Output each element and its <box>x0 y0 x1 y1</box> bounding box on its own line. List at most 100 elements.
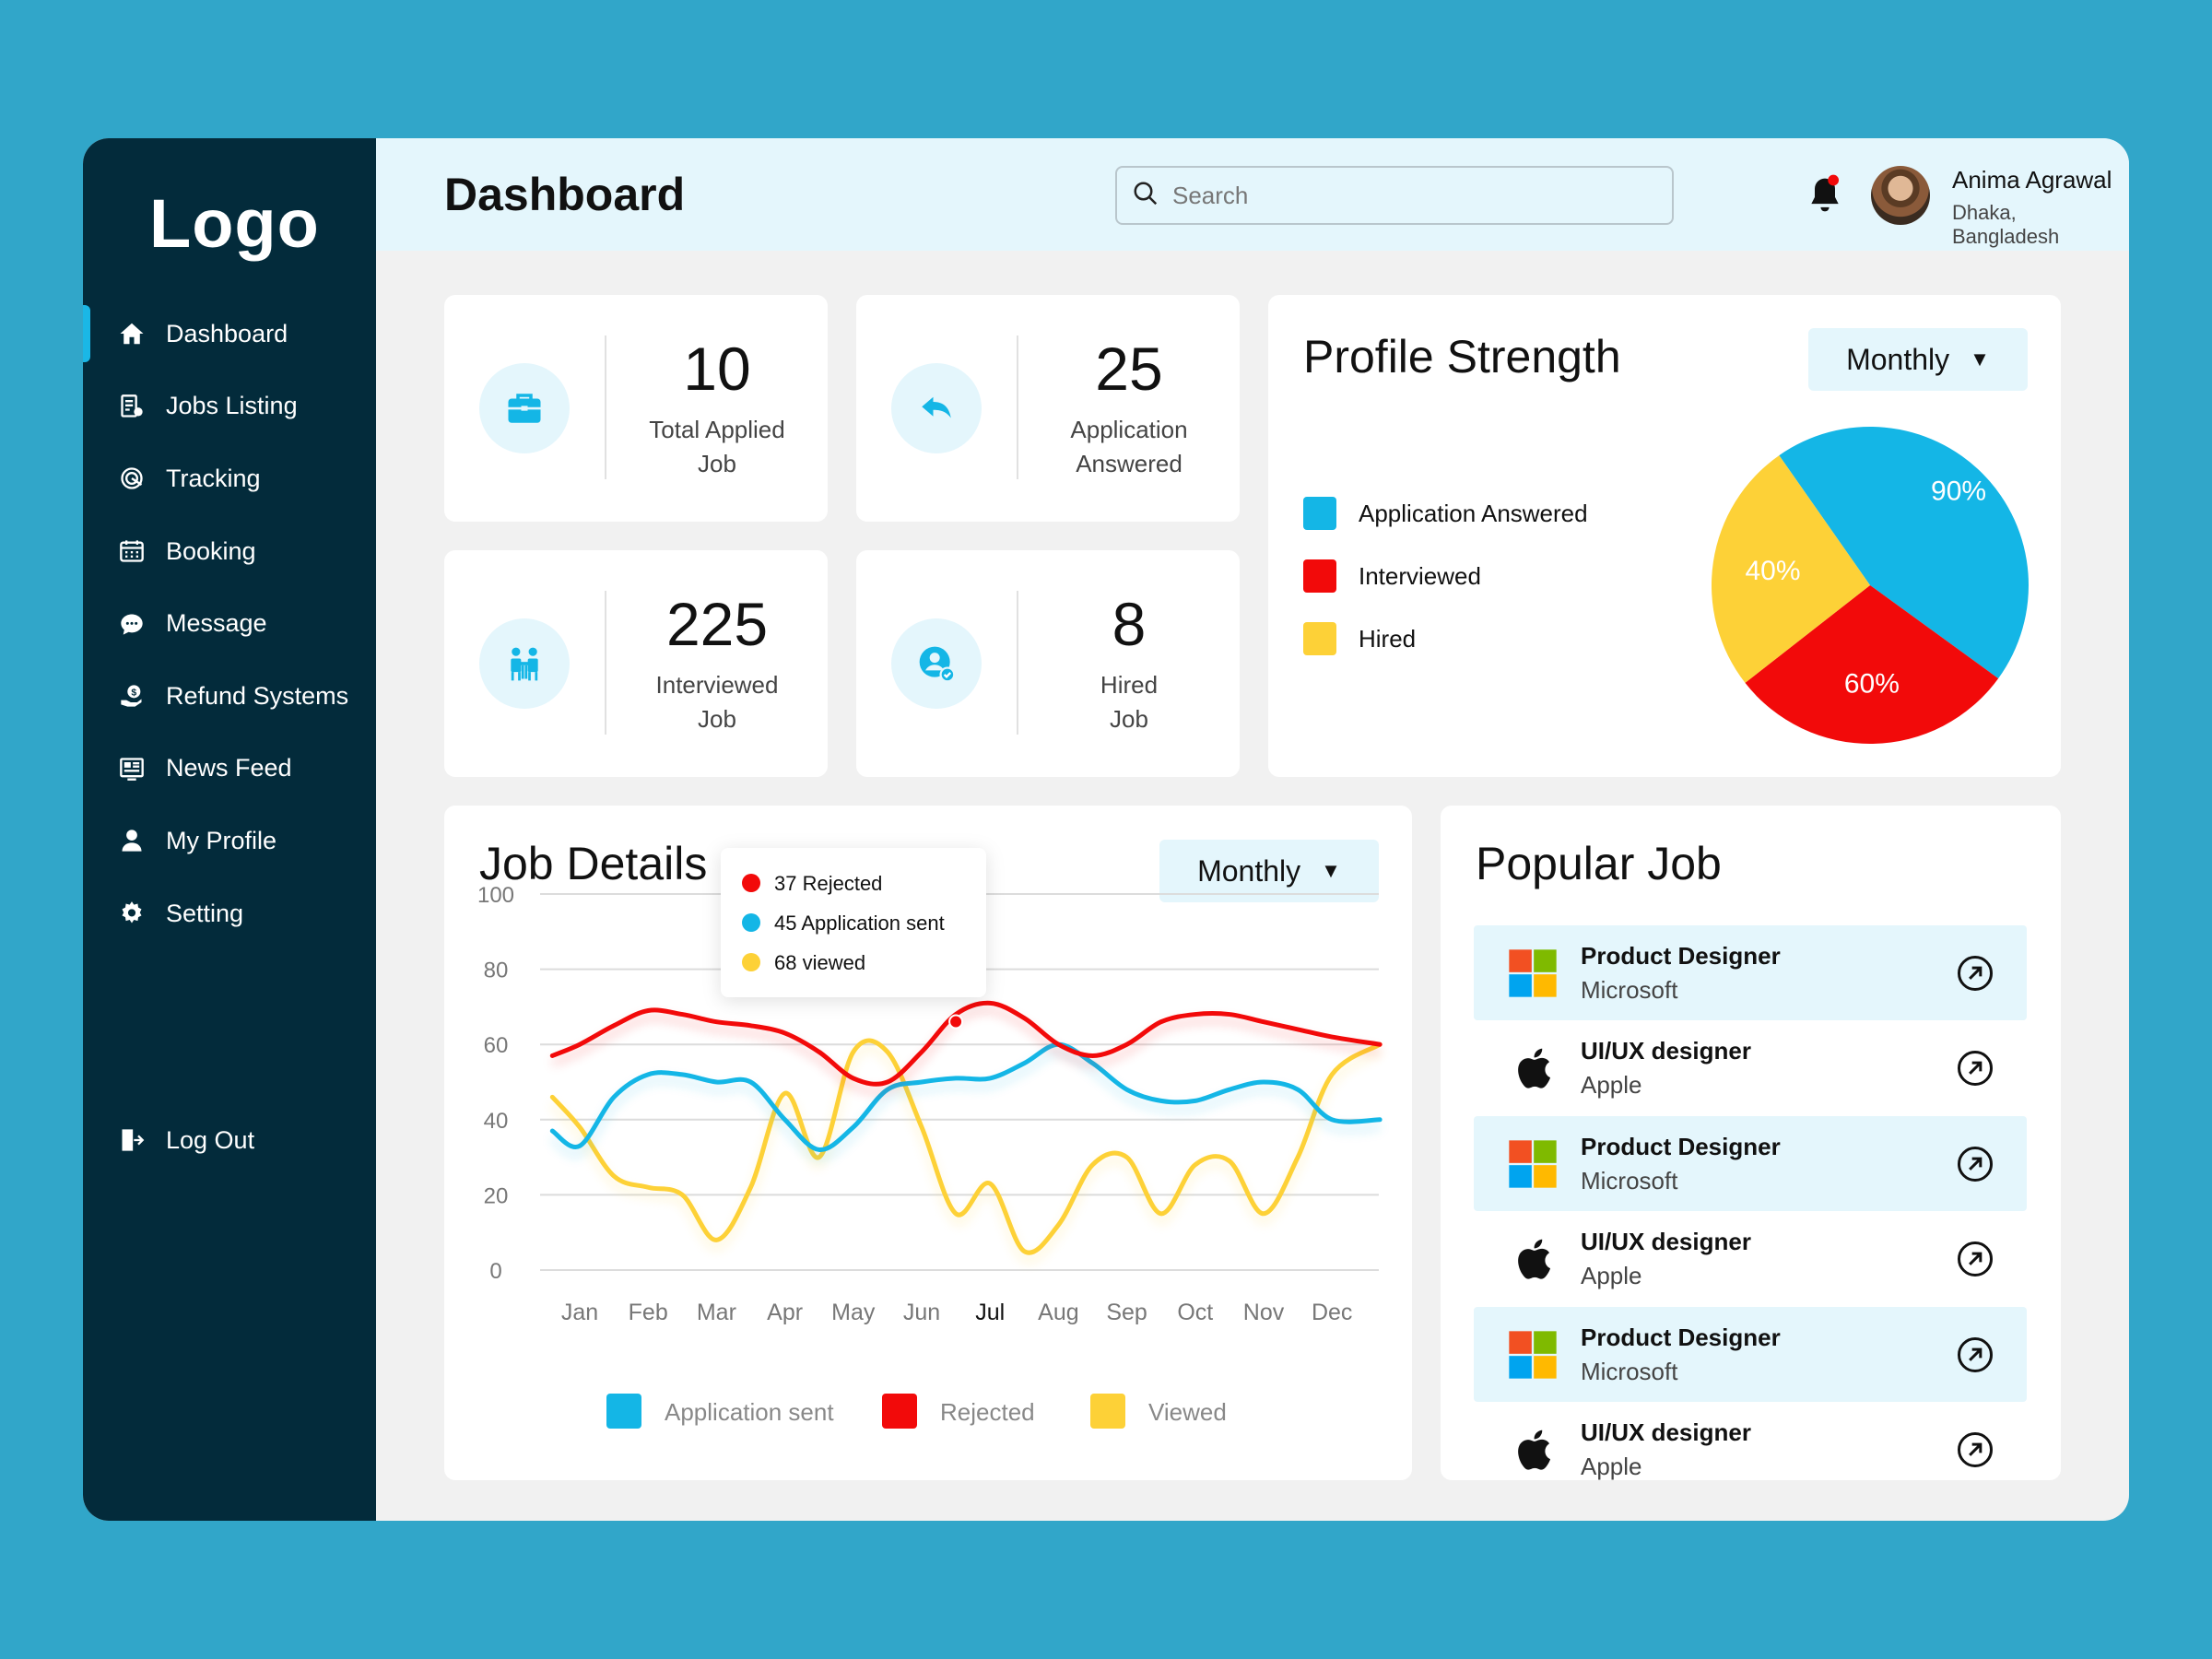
sidebar-item-message[interactable]: Message <box>83 587 376 660</box>
profile-strength-period-dropdown[interactable]: Monthly ▼ <box>1808 328 2028 391</box>
pie-slice-hired[interactable] <box>1712 455 1870 683</box>
highlight-point[interactable] <box>948 1014 964 1030</box>
legend-item-application-answered: Application Answered <box>1303 497 1588 530</box>
y-tick-label: 80 <box>484 959 509 983</box>
job-company: Apple <box>1581 1071 1642 1099</box>
logout-area: Log Out <box>83 1104 376 1177</box>
x-tick-label: Aug <box>1038 1300 1078 1325</box>
legend-swatch <box>1303 622 1336 655</box>
briefcase-icon <box>479 363 570 453</box>
job-company: Microsoft <box>1581 975 1678 1004</box>
tooltip-box <box>721 848 986 997</box>
profile-strength-pie-chart: 90% 60% 40% <box>1712 427 2029 744</box>
x-tick-label: Feb <box>629 1300 668 1325</box>
y-tick-label: 20 <box>484 1183 509 1208</box>
sidebar-item-label: Booking <box>166 536 256 565</box>
chart-tooltip: 37 Rejected 45 Application sent 68 viewed <box>721 848 986 997</box>
calendar-icon <box>116 535 147 567</box>
sidebar-item-jobs-listing[interactable]: Jobs Listing <box>83 371 376 443</box>
popular-job-row[interactable]: Product Designer Microsoft <box>1474 925 2027 1020</box>
legend-item-hired: Hired <box>1303 622 1416 655</box>
apple-logo-icon <box>1507 1042 1559 1094</box>
tooltip-text: 37 Rejected <box>774 872 882 895</box>
pie-slice-label: 40% <box>1746 556 1801 586</box>
series-shadow <box>550 1041 1381 1152</box>
sidebar-item-label: Dashboard <box>166 319 288 347</box>
y-tick-label: 60 <box>484 1033 509 1058</box>
tooltip-dot <box>742 913 760 932</box>
legend-swatch <box>882 1394 917 1429</box>
legend-label: Application Answered <box>1359 499 1588 527</box>
job-text: Product Designer Microsoft <box>1581 1324 1957 1386</box>
popular-job-row[interactable]: Product Designer Microsoft <box>1474 1116 2027 1211</box>
microsoft-logo-icon <box>1507 947 1559 999</box>
job-title: Product Designer <box>1581 1132 1781 1160</box>
tooltip-dot <box>742 953 760 971</box>
series-line-application-sent[interactable] <box>549 1041 1382 1152</box>
x-tick-label: Jan <box>561 1300 598 1325</box>
stat-card-total-applied[interactable]: 10 Total Applied Job <box>444 295 828 522</box>
open-job-arrow-icon[interactable] <box>1957 1050 1994 1087</box>
apple-logo-icon <box>1507 1424 1559 1476</box>
logout-icon <box>116 1124 147 1156</box>
legend-item-interviewed: Interviewed <box>1303 559 1481 593</box>
popular-job-title: Popular Job <box>1476 838 1722 889</box>
svg-text:$: $ <box>131 688 136 699</box>
sidebar-item-label: Jobs Listing <box>166 392 298 420</box>
legend-swatch <box>606 1394 641 1429</box>
job-title: UI/UX designer <box>1581 1037 1751 1065</box>
sidebar-item-refund-systems[interactable]: $ Refund Systems <box>83 660 376 733</box>
x-tick-label: Nov <box>1243 1300 1285 1325</box>
sidebar: Logo Dashboard Jobs Listing Tracking <box>83 138 376 1521</box>
job-details-period-dropdown[interactable]: Monthly ▼ <box>1159 840 1379 902</box>
pie-slice-interviewed[interactable] <box>1745 585 1999 744</box>
stat-value: 25 <box>1095 335 1163 403</box>
dropdown-label: Monthly <box>1846 342 1950 376</box>
sidebar-item-booking[interactable]: Booking <box>83 515 376 588</box>
stat-card-application-answered[interactable]: 25 Application Answered <box>856 295 1240 522</box>
profile-strength-title: Profile Strength <box>1303 331 1621 382</box>
x-tick-label: Jun <box>903 1300 940 1325</box>
chat-icon <box>116 608 147 640</box>
pie-slice-application-answered[interactable] <box>1779 427 2029 679</box>
popular-job-row[interactable]: Product Designer Microsoft <box>1474 1307 2027 1402</box>
notification-bell-icon[interactable] <box>1805 173 1845 218</box>
sidebar-nav: Dashboard Jobs Listing Tracking Booking <box>83 298 376 949</box>
user-name: Anima Agrawal <box>1952 166 2112 194</box>
job-text: UI/UX designer Apple <box>1581 1418 1957 1480</box>
gear-icon <box>116 898 147 929</box>
search-input[interactable] <box>1172 181 1652 210</box>
legend-label: Rejected <box>940 1398 1035 1426</box>
open-job-arrow-icon[interactable] <box>1957 955 1994 992</box>
logout-button[interactable]: Log Out <box>83 1104 376 1177</box>
stat-label: Total Applied Job <box>649 416 785 477</box>
job-details-line-chart: 0 20 40 60 80 100 Jan Feb Mar Apr May Jun Jul Aug Sep O… <box>477 848 1382 1429</box>
popular-job-row[interactable]: UI/UX designer Apple <box>1474 1212 2027 1307</box>
sidebar-item-label: Setting <box>166 899 244 927</box>
open-job-arrow-icon[interactable] <box>1957 1336 1994 1373</box>
interview-icon <box>479 618 570 709</box>
open-job-arrow-icon[interactable] <box>1957 1146 1994 1182</box>
sidebar-item-setting[interactable]: Setting <box>83 877 376 950</box>
main-content: Dashboard Anima Agrawal Dhaka, Banglades… <box>376 138 2129 1521</box>
open-job-arrow-icon[interactable] <box>1957 1431 1994 1468</box>
job-details-title: Job Details <box>479 838 708 889</box>
popular-job-row[interactable]: UI/UX designer Apple <box>1474 1021 2027 1116</box>
popular-job-row[interactable]: UI/UX designer Apple <box>1474 1403 2027 1480</box>
sidebar-item-tracking[interactable]: Tracking <box>83 442 376 515</box>
logo: Logo <box>149 185 320 262</box>
sidebar-item-my-profile[interactable]: My Profile <box>83 805 376 877</box>
stat-value: 225 <box>665 590 769 658</box>
stat-card-interviewed[interactable]: 225 Interviewed Job <box>444 550 828 777</box>
sidebar-item-dashboard[interactable]: Dashboard <box>83 298 376 371</box>
avatar[interactable] <box>1871 166 1930 225</box>
pie-slice-label: 90% <box>1931 476 1986 506</box>
pie-slice-label: 60% <box>1844 669 1900 700</box>
open-job-arrow-icon[interactable] <box>1957 1241 1994 1277</box>
stat-card-hired[interactable]: 8 Hired Job <box>856 550 1240 777</box>
search-box[interactable] <box>1115 166 1674 225</box>
stat-value: 10 <box>683 335 751 403</box>
x-tick-label: Mar <box>697 1300 736 1325</box>
series-line-viewed[interactable] <box>549 1038 1382 1255</box>
sidebar-item-news-feed[interactable]: News Feed <box>83 733 376 806</box>
